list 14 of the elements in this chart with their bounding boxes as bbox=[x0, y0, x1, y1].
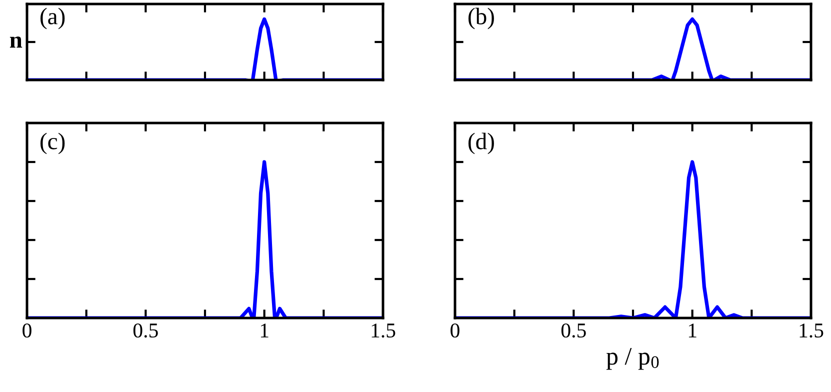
x-tick-label: 1 bbox=[688, 324, 696, 338]
x-tick-label: 0 bbox=[450, 323, 460, 338]
y-axis-title: n bbox=[10, 36, 22, 48]
x-tick-label: 1 bbox=[260, 324, 268, 338]
x-tick-label: 0.5 bbox=[133, 323, 158, 338]
x-axis-title: p / p$_{0}$ bbox=[606, 348, 659, 370]
x-tick-label: 1.5 bbox=[372, 324, 396, 338]
x-tick-label: 1.5 bbox=[800, 324, 824, 338]
annotation: (b) bbox=[468, 8, 494, 30]
text: (c) bbox=[40, 132, 65, 154]
text: (d) bbox=[468, 132, 494, 154]
annotation: (a) bbox=[40, 8, 65, 30]
x-tick-label: 0 bbox=[22, 323, 32, 338]
x-tick-label: 0.5 bbox=[561, 323, 586, 338]
